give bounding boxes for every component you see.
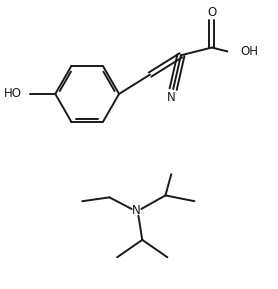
Text: OH: OH <box>241 45 259 58</box>
Text: HO: HO <box>3 88 21 100</box>
Text: N: N <box>167 91 176 104</box>
Text: O: O <box>207 6 217 19</box>
Text: N: N <box>132 204 141 217</box>
